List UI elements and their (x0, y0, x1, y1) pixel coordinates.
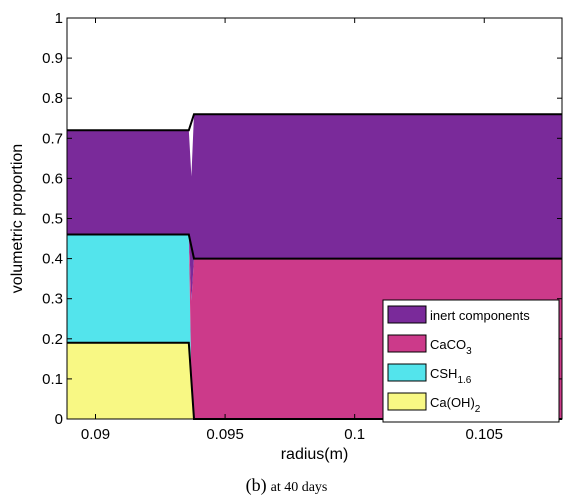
y-axis-title: volumetric proportion (9, 144, 26, 293)
y-tick-label: 0.3 (42, 291, 63, 308)
legend-swatch (387, 305, 427, 324)
y-tick-label: 1 (55, 10, 63, 27)
x-axis-title: radius(m) (281, 446, 349, 463)
caption-label: (b) (245, 475, 267, 495)
y-tick-label: 0.7 (42, 130, 63, 147)
x-axis: 0.09 0.095 0.1 0.105 (81, 18, 503, 443)
legend-swatch (387, 363, 427, 382)
boundary-line-2 (67, 233, 562, 260)
area-series-1 (67, 342, 562, 419)
caption-detail: at 40 days (270, 480, 328, 495)
y-tick-label: 0.6 (42, 170, 63, 187)
legend-label: CSH1.6 (430, 366, 472, 386)
legend: inert components CaCO3 CSH1.6 Ca(OH)2 (382, 299, 560, 423)
legend-label: Ca(OH)2 (430, 395, 481, 415)
boundary-line-3 (67, 113, 562, 132)
area-series-2 (67, 234, 562, 419)
y-tick-label: 0 (55, 411, 63, 428)
y-tick-label: 0.4 (42, 251, 63, 268)
legend-swatch (387, 334, 427, 353)
y-tick-label: 0.2 (42, 331, 63, 348)
x-tick-label: 0.105 (465, 426, 503, 443)
figure-caption: (b) at 40 days (0, 475, 573, 496)
legend-label: CaCO3 (430, 337, 472, 357)
y-tick-label: 0.1 (42, 371, 63, 388)
y-tick-label: 0.9 (42, 50, 63, 67)
y-axis: 0 0.1 0.2 0.3 0.4 0.5 0.6 0.7 0.8 0.9 1 (42, 10, 562, 428)
y-tick-label: 0.5 (42, 211, 63, 228)
x-tick-label: 0.1 (344, 426, 365, 443)
legend-swatch (387, 392, 427, 411)
y-tick-label: 0.8 (42, 90, 63, 107)
x-tick-label: 0.09 (81, 426, 110, 443)
x-tick-label: 0.095 (206, 426, 244, 443)
legend-label: inert components (430, 308, 530, 323)
area-series-4 (67, 114, 562, 301)
